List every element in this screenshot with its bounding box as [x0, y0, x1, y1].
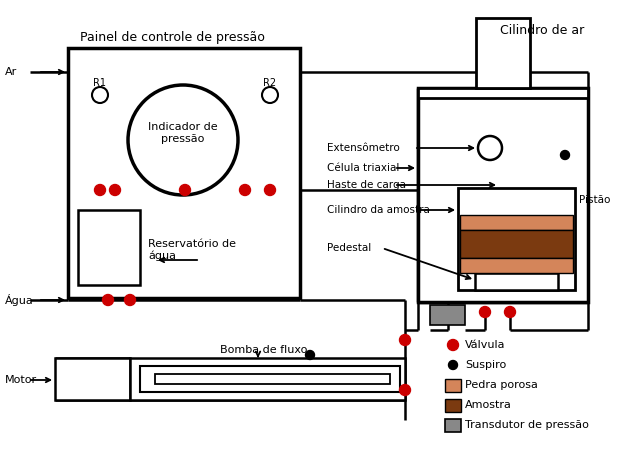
Bar — [55, 358, 130, 400]
Circle shape — [94, 185, 106, 196]
Circle shape — [560, 151, 569, 159]
Bar — [458, 188, 575, 290]
Bar — [460, 230, 573, 258]
Circle shape — [448, 360, 457, 370]
Text: Suspiro: Suspiro — [465, 360, 506, 370]
Circle shape — [399, 385, 411, 396]
Bar — [418, 88, 588, 98]
Circle shape — [125, 294, 135, 305]
Bar — [460, 258, 573, 273]
Text: Pistão: Pistão — [579, 195, 610, 205]
Bar — [78, 210, 140, 285]
Text: Água: Água — [5, 294, 34, 306]
Text: Bomba de fluxo: Bomba de fluxo — [220, 345, 308, 355]
Circle shape — [504, 306, 516, 317]
Text: Válvula: Válvula — [465, 340, 506, 350]
Circle shape — [265, 185, 276, 196]
Bar — [475, 273, 558, 290]
Text: Célula triaxial: Célula triaxial — [327, 163, 399, 173]
Text: Extensômetro: Extensômetro — [327, 143, 400, 153]
Circle shape — [399, 334, 411, 345]
Bar — [460, 215, 573, 230]
Circle shape — [179, 185, 191, 196]
Circle shape — [262, 87, 278, 103]
Bar — [418, 88, 588, 302]
Circle shape — [240, 185, 250, 196]
Bar — [430, 305, 465, 325]
Circle shape — [447, 339, 459, 350]
Text: Amostra: Amostra — [465, 400, 512, 410]
Bar — [140, 366, 400, 392]
Circle shape — [479, 306, 491, 317]
Text: Pedestal: Pedestal — [327, 243, 371, 253]
Text: Motor: Motor — [5, 375, 37, 385]
Text: R2: R2 — [264, 78, 277, 88]
Circle shape — [306, 350, 314, 360]
Bar — [130, 358, 405, 400]
Bar — [445, 399, 461, 412]
Circle shape — [103, 294, 113, 305]
Bar — [155, 374, 390, 384]
Bar — [476, 18, 530, 88]
Circle shape — [478, 136, 502, 160]
Bar — [68, 48, 300, 298]
Text: Cilindro de ar: Cilindro de ar — [500, 23, 584, 37]
Bar — [445, 419, 461, 432]
Text: Reservatório de
água: Reservatório de água — [148, 239, 236, 261]
Text: Haste de carga: Haste de carga — [327, 180, 406, 190]
Text: R1: R1 — [94, 78, 106, 88]
Text: Indicador de
pressão: Indicador de pressão — [148, 122, 218, 144]
Circle shape — [109, 185, 121, 196]
Circle shape — [92, 87, 108, 103]
Circle shape — [128, 85, 238, 195]
Text: Painel de controle de pressão: Painel de controle de pressão — [80, 32, 265, 44]
Text: Ar: Ar — [5, 67, 17, 77]
Text: Pedra porosa: Pedra porosa — [465, 380, 538, 390]
Text: Cilindro da amostra: Cilindro da amostra — [327, 205, 430, 215]
Text: Transdutor de pressão: Transdutor de pressão — [465, 420, 589, 430]
Bar — [445, 379, 461, 392]
